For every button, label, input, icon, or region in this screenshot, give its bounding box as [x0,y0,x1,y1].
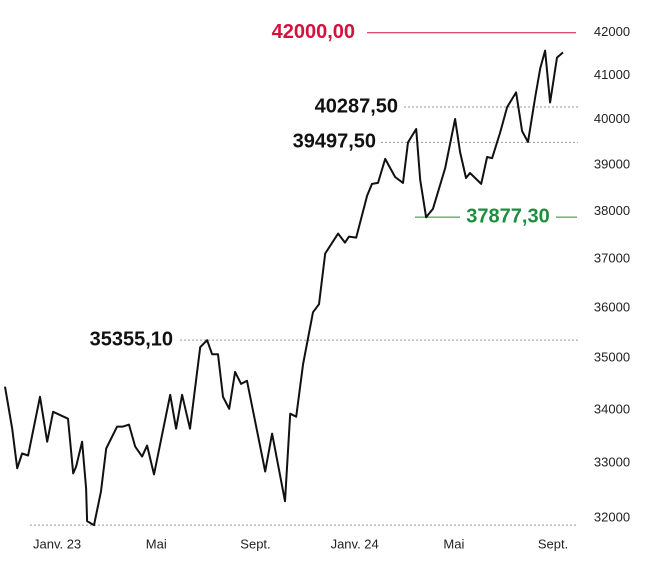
x-tick-label: Janv. 23 [33,536,81,551]
y-tick-label: 36000 [594,299,630,314]
y-tick-label: 39000 [594,156,630,171]
series-line [4,49,564,527]
x-tick-label: Sept. [240,536,270,551]
annotation-label: 35355,10 [90,328,173,350]
y-tick-label: 38000 [594,203,630,218]
y-tick-label: 33000 [594,455,630,470]
x-tick-label: Janv. 24 [331,536,379,551]
y-tick-label: 40000 [594,111,630,126]
y-tick-label: 34000 [594,401,630,416]
annotation-label: 40287,50 [315,95,398,117]
annotation-label: 37877,30 [466,205,549,227]
y-tick-label: 41000 [594,67,630,82]
x-tick-label: Mai [146,536,167,551]
y-tick-label: 32000 [594,510,630,525]
y-tick-label: 37000 [594,250,630,265]
annotation-label: 39497,50 [293,131,376,153]
x-tick-label: Sept. [538,536,568,551]
y-tick-label: 35000 [594,350,630,365]
x-tick-label: Mai [443,536,464,551]
y-tick-label: 42000 [594,24,630,39]
annotation-label: 42000,00 [272,21,355,43]
